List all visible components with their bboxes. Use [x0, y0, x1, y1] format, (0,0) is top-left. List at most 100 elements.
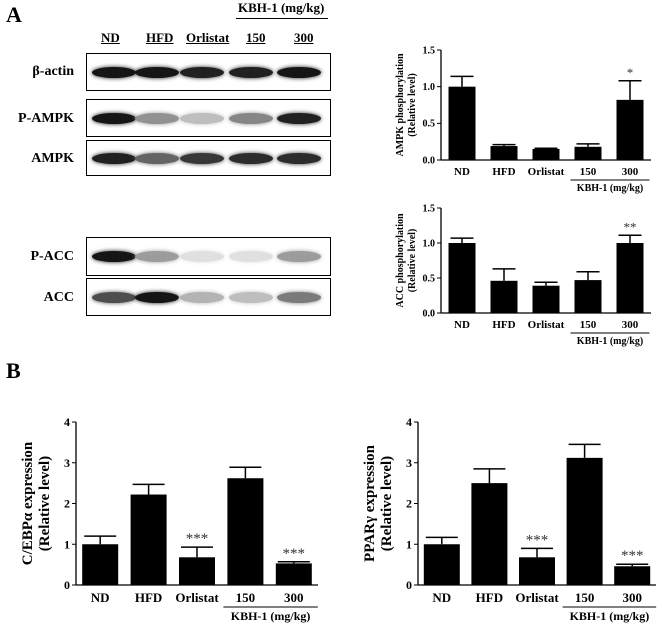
blot-band	[92, 66, 136, 78]
bar	[227, 478, 264, 585]
x-tick-label: 150	[580, 166, 597, 178]
bar	[490, 280, 518, 313]
blot-band	[92, 291, 136, 303]
lane-label-nd: ND	[101, 30, 120, 45]
blot-band	[229, 66, 273, 78]
western-blot-p-ampk	[86, 99, 331, 137]
y-tick-label: 0.0	[423, 155, 436, 166]
acc-phosphorylation-chart: 0.0 0.5 1.0 1.5 ACC phosphorylation (Relative…	[395, 203, 651, 347]
bar	[82, 544, 119, 585]
cebpa-expression-chart: 0 1 2 3 4 C/EBPα expression (Relative level) ND…	[20, 415, 318, 623]
significance-marker: ***	[283, 546, 306, 562]
x-tick-label: Orlistat	[175, 590, 219, 605]
blot-band	[229, 251, 273, 262]
bar	[423, 544, 460, 585]
y-axis-label: (Relative level)	[37, 456, 53, 551]
significance-marker: ***	[186, 531, 209, 547]
y-axis-label: AMPK phosphorylation	[395, 53, 406, 157]
ampk-phosphorylation-chart: 0.0 0.5 1.0 1.5 AMPK phosphorylation (Relativ…	[395, 45, 651, 194]
y-tick-label: 2	[64, 497, 70, 511]
y-tick-label: 1.0	[423, 238, 436, 249]
blot-label-p-acc: P-ACC	[30, 249, 74, 264]
y-axis-label: (Relative level)	[407, 73, 418, 137]
western-blot-p-acc	[86, 237, 331, 276]
kbh-header-line	[236, 18, 328, 19]
y-axis-label: (Relative level)	[407, 229, 418, 293]
blot-band	[180, 112, 224, 124]
y-tick-label: 0.5	[423, 273, 436, 284]
x-tick-label: ND	[432, 590, 451, 605]
bar	[614, 566, 651, 585]
kbh-header: KBH-1 (mg/kg)	[238, 0, 325, 15]
y-tick-label: 0	[64, 578, 70, 592]
blot-band	[277, 291, 321, 303]
x-tick-label: HFD	[492, 319, 515, 331]
western-blot-beta-actin	[86, 53, 331, 91]
x-tick-label: HFD	[476, 590, 503, 605]
x-tick-label: Orlistat	[528, 319, 565, 331]
bar	[566, 457, 603, 585]
blot-band	[277, 152, 321, 164]
blot-label-ampk: AMPK	[31, 151, 74, 166]
significance-marker: **	[624, 219, 637, 234]
bar	[471, 483, 508, 585]
blot-label-p-ampk: P-AMPK	[18, 111, 74, 126]
y-tick-label: 0.5	[423, 119, 436, 130]
bar	[519, 557, 555, 585]
bar	[616, 99, 644, 160]
y-tick-label: 1.5	[423, 203, 436, 214]
y-tick-label: 1.0	[423, 82, 436, 93]
bar	[448, 243, 476, 313]
bar	[574, 146, 602, 160]
bar	[130, 494, 167, 585]
ppar-gamma-expression-chart: 0 1 2 3 4 PPARγ expression (Relative level) ND H…	[362, 415, 657, 623]
bar	[448, 86, 476, 160]
significance-marker: ***	[526, 532, 549, 548]
y-tick-label: 3	[406, 456, 412, 470]
blot-band	[180, 251, 224, 262]
group-label: KBH-1 (mg/kg)	[231, 609, 311, 623]
blot-band	[180, 291, 224, 303]
blot-band	[135, 291, 179, 303]
x-tick-label: 300	[622, 166, 639, 178]
panel-label-a: A	[6, 2, 22, 27]
lane-label-150: 150	[246, 30, 266, 45]
x-tick-label: 300	[622, 319, 639, 331]
x-tick-label: 150	[580, 319, 597, 331]
x-tick-label: ND	[91, 590, 110, 605]
y-tick-label: 1	[64, 537, 70, 551]
lane-label-300: 300	[294, 30, 314, 45]
western-blot-acc	[86, 278, 331, 316]
x-tick-label: HFD	[492, 166, 515, 178]
y-tick-label: 2	[406, 497, 412, 511]
y-axis-label: PPARγ expression	[362, 444, 378, 562]
bar	[532, 285, 560, 313]
y-tick-label: 3	[64, 456, 70, 470]
bar	[179, 557, 215, 585]
blot-band	[92, 152, 136, 164]
bar	[490, 146, 518, 160]
significance-marker: *	[627, 65, 634, 80]
blot-band	[180, 152, 224, 164]
blot-band	[135, 152, 179, 164]
x-tick-label: Orlistat	[515, 590, 559, 605]
bar	[532, 149, 560, 160]
x-tick-label: HFD	[135, 590, 162, 605]
y-tick-label: 4	[64, 415, 70, 429]
blot-band	[135, 112, 179, 124]
x-tick-label: ND	[454, 319, 470, 331]
y-tick-label: 0.0	[423, 308, 436, 319]
x-tick-label: 150	[575, 590, 595, 605]
y-tick-label: 1.5	[423, 45, 436, 56]
x-tick-label: 300	[622, 590, 642, 605]
bar	[574, 280, 602, 313]
group-label: KBH-1 (mg/kg)	[577, 183, 643, 194]
blot-band	[92, 251, 136, 262]
blot-band	[229, 291, 273, 303]
y-tick-label: 4	[406, 415, 412, 429]
blot-band	[277, 112, 321, 124]
blot-band	[92, 112, 136, 124]
bar	[275, 563, 312, 585]
western-blot-ampk	[86, 140, 331, 176]
y-axis-label: C/EBPα expression	[20, 441, 36, 565]
